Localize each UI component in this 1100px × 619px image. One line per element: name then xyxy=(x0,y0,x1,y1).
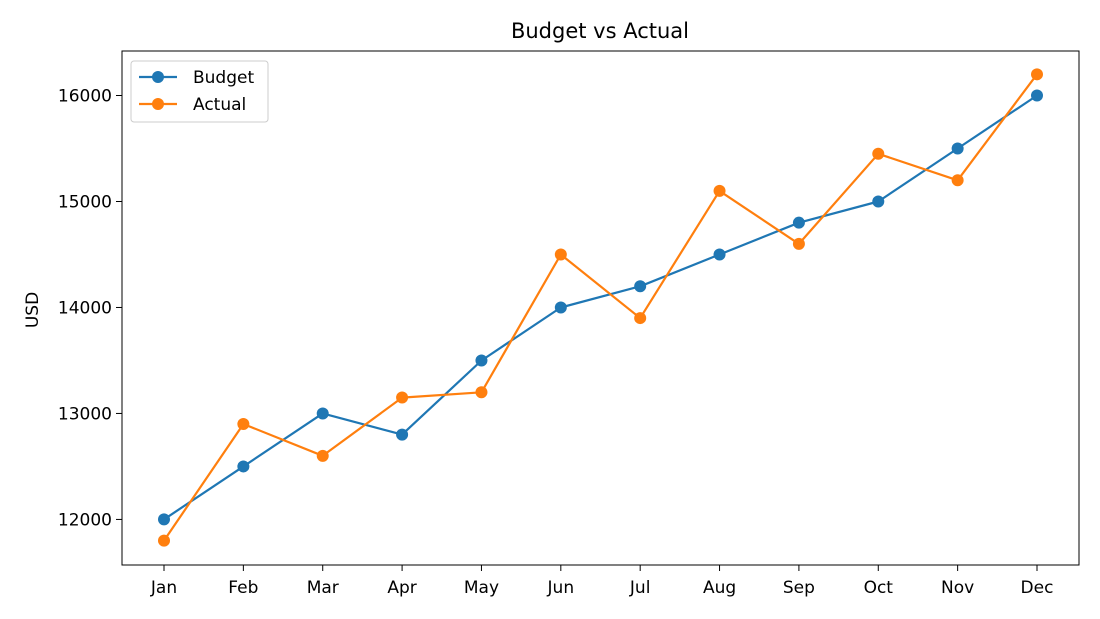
legend-label-budget: Budget xyxy=(193,68,254,88)
budget-line xyxy=(163,94,1038,521)
actual-point xyxy=(872,147,885,160)
x-tick-label: Jul xyxy=(629,578,651,598)
y-tick-label: 14000 xyxy=(58,298,112,318)
budget-point xyxy=(316,407,329,420)
budget-point xyxy=(951,142,964,155)
actual-point xyxy=(158,534,170,547)
actual-series xyxy=(158,68,1043,547)
actual-point xyxy=(316,449,329,462)
x-tick-label: Jun xyxy=(547,578,575,598)
actual-point xyxy=(792,237,805,250)
y-tick-label: 16000 xyxy=(58,87,112,107)
y-tick-label: 13000 xyxy=(58,404,112,424)
legend-item-budget: Budget xyxy=(139,68,254,88)
budget-point xyxy=(872,195,885,208)
actual-point xyxy=(237,418,250,431)
chart-title: Budget vs Actual xyxy=(511,19,689,43)
budget-point xyxy=(237,460,250,473)
x-tick-label: Apr xyxy=(387,578,416,598)
actual-point xyxy=(713,184,726,197)
budget-point xyxy=(792,216,805,229)
actual-point xyxy=(554,248,567,261)
y-tick-label: 12000 xyxy=(58,510,112,530)
legend: Budget Actual xyxy=(130,60,269,123)
budget-point xyxy=(475,354,488,367)
x-tick-label: Dec xyxy=(1021,578,1054,598)
x-tick-label: Sep xyxy=(783,578,815,598)
plot-frame xyxy=(121,50,1080,566)
x-tick-label: Oct xyxy=(864,578,894,598)
x-tick-label: Mar xyxy=(307,578,339,598)
actual-point xyxy=(951,174,964,187)
budget-point xyxy=(158,513,170,526)
budget-point xyxy=(713,248,726,261)
y-axis-label: USD xyxy=(23,292,43,328)
legend-marker-actual xyxy=(152,98,164,110)
x-tick-label: Jan xyxy=(150,578,177,598)
actual-point xyxy=(475,386,488,399)
x-tick-label: May xyxy=(464,578,499,598)
plot-area: Jan Feb Mar Apr May Jun Jul Aug Sep Oct Nov Dec 1200… xyxy=(58,50,1080,598)
budget-point xyxy=(554,301,567,314)
budget-point xyxy=(1031,89,1043,102)
actual-line xyxy=(163,73,1038,542)
actual-point xyxy=(1031,68,1043,81)
x-tick-label: Feb xyxy=(228,578,258,598)
budget-point xyxy=(634,280,647,293)
y-tick-label: 15000 xyxy=(58,192,112,212)
legend-marker-budget xyxy=(152,71,164,83)
budget-point xyxy=(396,428,409,441)
legend-item-actual: Actual xyxy=(139,95,246,115)
legend-label-actual: Actual xyxy=(193,95,246,115)
x-tick-label: Nov xyxy=(941,578,974,598)
actual-point xyxy=(634,312,647,325)
x-tick-label: Aug xyxy=(703,578,736,598)
budget-series xyxy=(158,89,1043,526)
actual-point xyxy=(396,391,409,404)
